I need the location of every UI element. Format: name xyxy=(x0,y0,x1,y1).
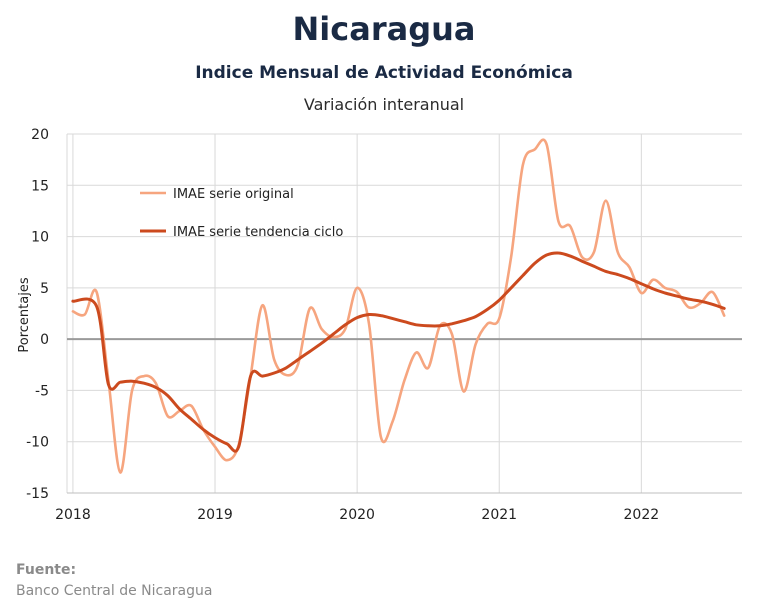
y-tick-label: -5 xyxy=(35,383,49,399)
source-text: Banco Central de Nicaragua xyxy=(16,583,213,599)
x-tick-label: 2019 xyxy=(197,507,233,523)
axes: 20 15 10 5 0 -5 -10 -15 2018 2019 2020 2021 2022 xyxy=(26,127,742,523)
legend: IMAE serie original IMAE serie tendencia … xyxy=(140,187,343,240)
series-lines xyxy=(71,138,726,474)
chart-title: Nicaragua xyxy=(292,10,476,48)
series-trend-line xyxy=(71,251,726,453)
y-axis-label: Porcentajes xyxy=(17,277,32,352)
legend-label: IMAE serie original xyxy=(173,187,294,202)
x-tick-label: 2020 xyxy=(339,507,375,523)
y-tick-label: -10 xyxy=(26,435,49,451)
y-tick-label: 15 xyxy=(31,178,49,194)
x-tick-label: 2018 xyxy=(55,507,91,523)
grid-lines xyxy=(67,133,742,494)
y-tick-label: -15 xyxy=(26,486,49,502)
x-tick-label: 2022 xyxy=(624,507,660,523)
chart-subtitle: Indice Mensual de Actividad Económica xyxy=(195,63,573,83)
x-tick-label: 2021 xyxy=(481,507,517,523)
y-tick-label: 20 xyxy=(31,127,49,143)
legend-label: IMAE serie tendencia ciclo xyxy=(173,225,343,240)
series-original-line xyxy=(71,138,726,474)
y-tick-label: 0 xyxy=(40,332,49,348)
y-tick-label: 10 xyxy=(31,230,49,246)
chart-subtitle-secondary: Variación interanual xyxy=(303,95,465,114)
y-tick-label: 5 xyxy=(40,281,49,297)
source-label: Fuente: xyxy=(16,562,77,578)
